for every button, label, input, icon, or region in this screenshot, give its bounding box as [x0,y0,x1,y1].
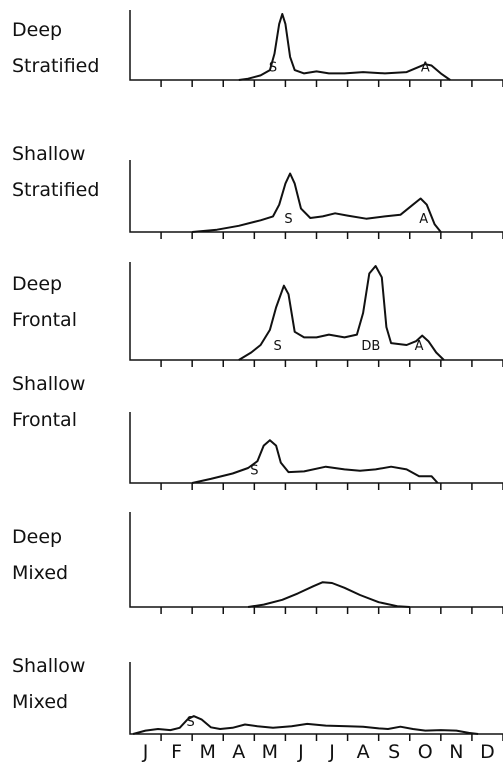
bloom-annotation: S [250,463,258,478]
bloom-annotation: S [284,212,292,227]
panel-2: Shallow Stratified S A [12,143,503,239]
panel-label-line: Stratified [12,55,99,77]
bloom-annotation: A [415,339,424,354]
panel-5: Deep Mixed [12,512,503,614]
production-curve [238,265,445,361]
panel-label-line: Deep [12,526,62,548]
month-label: D [480,741,495,762]
panel-label-line: Frontal [12,409,77,431]
panel-label-line: Shallow [12,373,85,395]
month-label: J [297,741,304,762]
panel-6: Shallow Mixed S [12,655,503,741]
month-label: M [262,741,278,762]
bloom-annotation: DB [361,339,380,354]
month-label: A [357,741,370,762]
panel-label-line: Mixed [12,691,68,713]
panel-label-line: Stratified [12,179,99,201]
panel-axis [129,512,503,608]
panel-axis [129,412,503,484]
panel-3: Deep Frontal S DB A [12,262,503,367]
production-curve [238,13,451,81]
panel-label-line: Deep [12,273,62,295]
bloom-annotation: A [421,60,430,75]
panel-1: Deep Stratified S A [12,10,503,87]
panel-axis [129,160,503,233]
panel-label-line: Shallow [12,143,85,165]
panel-axis [129,262,503,361]
bloom-annotation: A [419,212,428,227]
month-label: S [388,741,400,762]
production-curve [192,172,442,233]
month-label: J [328,741,335,762]
panel-4: Shallow Frontal S [12,373,503,490]
production-curve [132,715,479,735]
production-curve [247,581,410,608]
bloom-annotation: S [274,339,282,354]
month-label: F [171,741,182,762]
panel-axis [129,10,503,81]
month-label: O [418,741,433,762]
month-label: J [142,741,149,762]
month-label: N [449,741,463,762]
panel-label-line: Mixed [12,562,68,584]
month-label: M [200,741,216,762]
bloom-annotation: S [269,60,277,75]
panels-group: Deep Stratified S A Shallow Stratified S A Deep F… [12,10,503,741]
panel-label-line: Frontal [12,309,77,331]
month-label: A [232,741,245,762]
panel-label-line: Shallow [12,655,85,677]
production-curve [191,439,439,484]
panel-label-line: Deep [12,19,62,41]
bloom-annotation: S [186,715,194,730]
